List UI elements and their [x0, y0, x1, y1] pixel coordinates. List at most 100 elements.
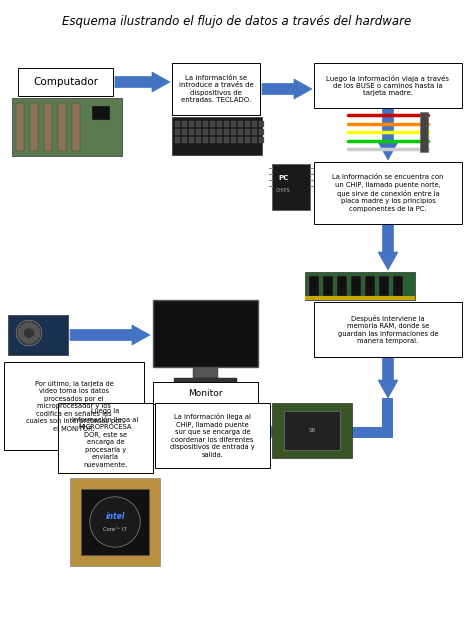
Bar: [210, 121, 215, 127]
Bar: [182, 129, 187, 135]
Bar: [309, 276, 319, 296]
Bar: [393, 276, 403, 296]
Bar: [231, 129, 236, 135]
Bar: [92, 106, 110, 120]
Bar: [420, 112, 428, 152]
Bar: [4, 362, 144, 450]
Bar: [259, 121, 264, 127]
Bar: [189, 137, 194, 143]
Bar: [189, 129, 194, 135]
Bar: [238, 137, 243, 143]
Polygon shape: [105, 425, 153, 445]
Bar: [252, 121, 257, 127]
Bar: [153, 382, 258, 404]
Bar: [203, 129, 208, 135]
Text: CHIPS: CHIPS: [276, 188, 291, 193]
Bar: [337, 276, 347, 296]
Bar: [193, 367, 218, 377]
Bar: [217, 137, 222, 143]
Text: Luego la información viaja a través
de los BUSE o caminos hasta la
tarjeta madre: Luego la información viaja a través de l…: [327, 75, 449, 97]
Bar: [224, 129, 229, 135]
Bar: [272, 427, 393, 438]
Bar: [272, 403, 352, 458]
Bar: [252, 137, 257, 143]
Bar: [19, 321, 31, 331]
Bar: [16, 103, 24, 151]
Bar: [210, 129, 215, 135]
Polygon shape: [20, 363, 40, 403]
Bar: [217, 121, 222, 127]
Bar: [245, 121, 250, 127]
Bar: [252, 129, 257, 135]
Polygon shape: [378, 108, 398, 160]
Bar: [182, 121, 187, 127]
Bar: [172, 117, 262, 155]
Bar: [182, 137, 187, 143]
Text: intel: intel: [105, 512, 125, 521]
Bar: [203, 137, 208, 143]
Polygon shape: [242, 422, 272, 442]
Bar: [224, 121, 229, 127]
Bar: [284, 411, 340, 450]
Bar: [196, 137, 201, 143]
Bar: [58, 103, 66, 151]
Bar: [314, 63, 462, 108]
Text: Core™ i7: Core™ i7: [103, 526, 127, 532]
Bar: [175, 121, 180, 127]
Text: Después interviene la
memoria RAM, donde se
guardan las informaciones de
manera : Después interviene la memoria RAM, donde…: [338, 315, 438, 344]
Text: Por último, la tarjeta de
video toma los datos
procesados por el
microprocesador: Por último, la tarjeta de video toma los…: [26, 380, 122, 432]
Bar: [259, 129, 264, 135]
Bar: [196, 129, 201, 135]
Bar: [314, 162, 462, 224]
Text: La información se encuentra con
un CHIP, llamado puente norte,
que sirve de cone: La información se encuentra con un CHIP,…: [332, 174, 444, 212]
Text: Esquema ilustrando el flujo de datos a través del hardware: Esquema ilustrando el flujo de datos a t…: [63, 16, 411, 28]
Text: PC: PC: [278, 175, 288, 181]
Polygon shape: [115, 72, 170, 92]
Bar: [382, 398, 393, 433]
Text: Monitor: Monitor: [188, 389, 223, 398]
Bar: [27, 321, 39, 331]
Text: SB: SB: [309, 428, 316, 433]
Bar: [238, 121, 243, 127]
Polygon shape: [378, 225, 398, 270]
Bar: [305, 296, 415, 300]
Bar: [44, 103, 52, 151]
Bar: [30, 103, 38, 151]
Text: La información llega al
CHIP, llamado puente
sur que se encarga de
coordenar los: La información llega al CHIP, llamado pu…: [170, 413, 255, 458]
Bar: [231, 121, 236, 127]
Bar: [172, 63, 260, 115]
Bar: [175, 137, 180, 143]
Polygon shape: [70, 325, 150, 345]
Bar: [155, 403, 270, 468]
Bar: [323, 276, 333, 296]
Bar: [217, 129, 222, 135]
Bar: [70, 478, 160, 566]
Bar: [18, 68, 113, 96]
Bar: [210, 137, 215, 143]
Circle shape: [90, 497, 140, 547]
Bar: [12, 98, 122, 156]
Bar: [245, 137, 250, 143]
Text: Luego la
información llega al
MICROPROCESA
DOR, este se
encarga de
procesarla y
: Luego la información llega al MICROPROCE…: [73, 408, 138, 468]
Bar: [224, 137, 229, 143]
Bar: [18, 328, 24, 338]
Bar: [231, 137, 236, 143]
Bar: [351, 276, 361, 296]
Bar: [314, 302, 462, 357]
Bar: [81, 489, 149, 556]
Bar: [8, 315, 68, 355]
Polygon shape: [378, 358, 398, 398]
Bar: [259, 137, 264, 143]
Bar: [27, 334, 39, 344]
Bar: [58, 403, 153, 473]
Circle shape: [16, 320, 42, 346]
Text: La información se
introduce a través de
dispositivos de
entradas. TECLADO.: La información se introduce a través de …: [179, 75, 254, 103]
Bar: [72, 103, 80, 151]
Bar: [245, 129, 250, 135]
Bar: [196, 121, 201, 127]
Bar: [34, 328, 40, 338]
Bar: [365, 276, 375, 296]
Text: Computador: Computador: [33, 77, 98, 87]
Bar: [189, 121, 194, 127]
Polygon shape: [262, 79, 312, 99]
